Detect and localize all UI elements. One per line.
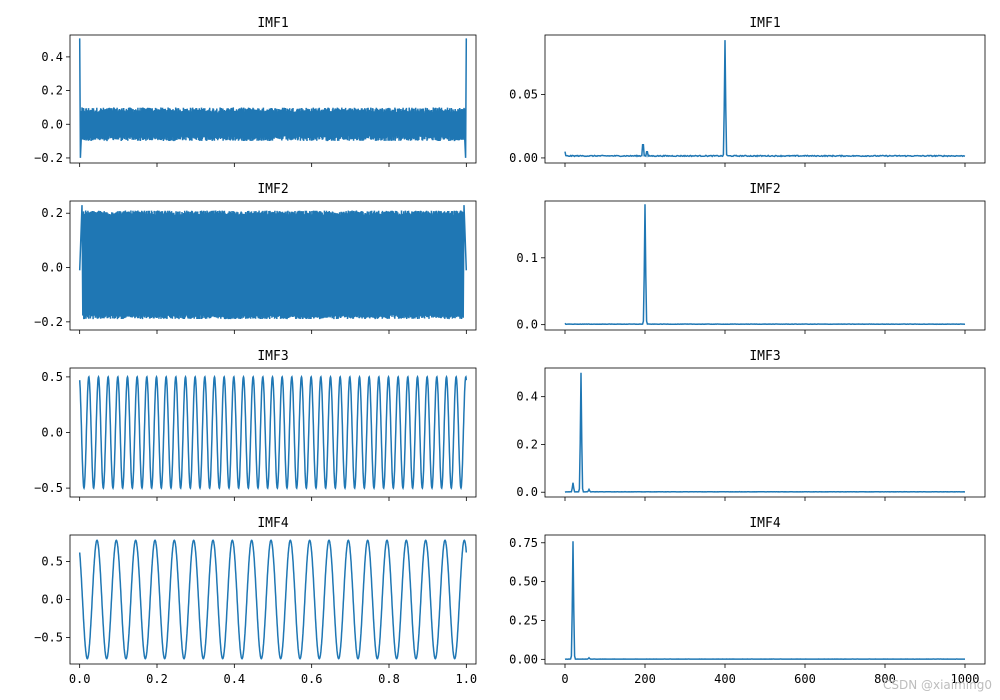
subplot-title: IMF2 xyxy=(749,182,780,197)
series-line xyxy=(564,40,966,158)
subplot-imf2-time: IMF2 −0.2 0.0 0.2 xyxy=(34,182,477,334)
y-tick-label: 0.00 xyxy=(509,652,538,666)
subplot-imf4-time: IMF4 −0.5 0.0 0.5 0.0 0.2 0.4 0.6 0.8 1.0 xyxy=(34,516,477,686)
series-line xyxy=(564,204,966,326)
axes-frame xyxy=(544,34,986,164)
subplot-imf4-spectrum: IMF4 0.00 0.25 0.50 0.75 0 200 400 600 800 1000 xyxy=(509,516,986,686)
series-line xyxy=(564,541,965,661)
y-tick-label: 0.0 xyxy=(41,261,63,275)
y-tick-label: 0.0 xyxy=(516,318,538,332)
subplot-imf1-spectrum: IMF1 0.00 0.05 xyxy=(509,16,986,167)
subplot-imf3-time: IMF3 −0.5 0.0 0.5 xyxy=(34,349,477,501)
series-line xyxy=(78,205,468,320)
watermark: CSDN @xiaiming0 xyxy=(882,678,992,692)
subplot-imf2-spectrum: IMF2 0.0 0.1 xyxy=(516,182,986,334)
y-tick-label: 0.1 xyxy=(516,251,538,265)
subplot-imf1-time: IMF1 −0.2 0.0 0.2 0.4 xyxy=(34,16,477,167)
x-tick-label: 0.8 xyxy=(378,672,400,686)
x-tick-label: 0.4 xyxy=(223,672,245,686)
subplot-title: IMF2 xyxy=(257,182,288,197)
y-tick-label: −0.5 xyxy=(34,481,63,495)
y-tick-label: 0.2 xyxy=(41,206,63,220)
series-line xyxy=(78,539,468,660)
y-tick-label: 0.05 xyxy=(509,88,538,102)
y-tick-label: 0.0 xyxy=(516,485,538,499)
axes-frame xyxy=(69,200,477,331)
x-tick-label: 1.0 xyxy=(455,672,477,686)
x-tick-label: 0.0 xyxy=(69,672,91,686)
x-tick-label: 400 xyxy=(714,672,736,686)
subplot-title: IMF1 xyxy=(257,16,288,31)
subplot-title: IMF4 xyxy=(257,516,288,531)
y-tick-label: −0.2 xyxy=(34,151,63,165)
x-tick-label: 0 xyxy=(561,672,568,686)
x-tick-label: 1000 xyxy=(951,672,980,686)
subplot-title: IMF3 xyxy=(257,349,288,364)
x-tick-label: 600 xyxy=(794,672,816,686)
y-tick-label: −0.2 xyxy=(34,315,63,329)
subplot-imf3-spectrum: IMF3 0.0 0.2 0.4 xyxy=(516,349,986,501)
x-tick-label: 0.2 xyxy=(146,672,168,686)
series-line xyxy=(564,372,965,493)
y-tick-label: −0.5 xyxy=(34,630,63,644)
axes-frame xyxy=(69,34,477,164)
x-tick-label: 0.6 xyxy=(301,672,323,686)
y-tick-label: 0.75 xyxy=(509,536,538,550)
y-tick-label: 0.4 xyxy=(516,390,538,404)
axes-frame xyxy=(544,367,986,498)
y-tick-label: 0.0 xyxy=(41,117,63,131)
subplot-title: IMF4 xyxy=(749,516,780,531)
y-tick-label: 0.25 xyxy=(509,613,538,627)
axes-frame xyxy=(544,534,986,665)
y-tick-label: 0.5 xyxy=(41,370,63,384)
y-tick-label: 0.2 xyxy=(516,437,538,451)
subplot-title: IMF3 xyxy=(749,349,780,364)
y-tick-label: 0.0 xyxy=(41,426,63,440)
y-tick-label: 0.2 xyxy=(41,84,63,98)
subplot-title: IMF1 xyxy=(749,16,780,31)
y-tick-label: 0.00 xyxy=(509,151,538,165)
x-tick-label: 800 xyxy=(874,672,896,686)
series-line xyxy=(78,374,468,491)
series-line xyxy=(78,38,468,158)
y-tick-label: 0.4 xyxy=(41,50,63,64)
y-tick-label: 0.5 xyxy=(41,555,63,569)
y-tick-label: 0.50 xyxy=(509,575,538,589)
axes-frame xyxy=(544,200,986,331)
y-tick-label: 0.0 xyxy=(41,593,63,607)
x-tick-label: 200 xyxy=(634,672,656,686)
